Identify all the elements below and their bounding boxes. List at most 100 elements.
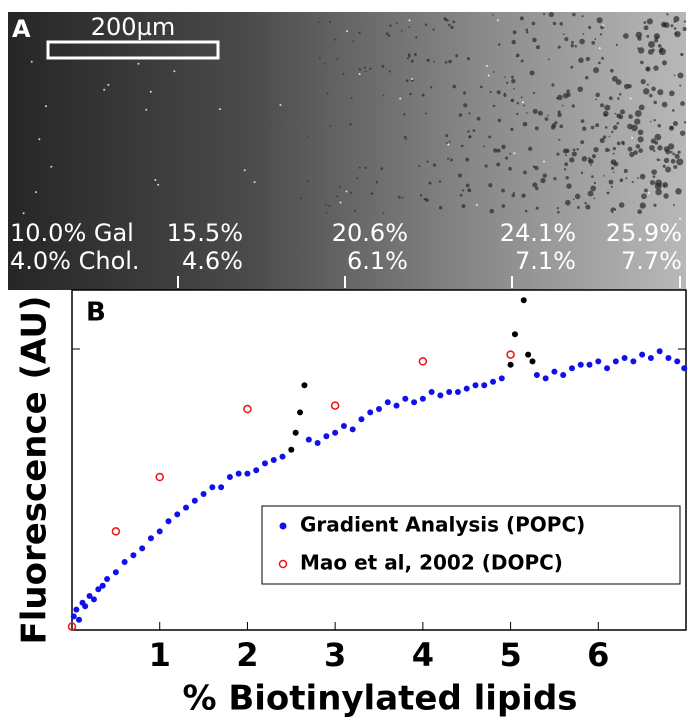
spot: [472, 129, 476, 132]
panel-label: A: [12, 15, 31, 43]
bright-spot: [521, 101, 524, 104]
gal-label: 24.1%: [500, 219, 576, 247]
spot: [621, 140, 625, 145]
spot: [511, 193, 516, 198]
x-tick-label: 1: [149, 636, 171, 674]
spot: [307, 180, 309, 183]
data-point: [155, 472, 164, 482]
data-point: [525, 351, 532, 358]
spot: [648, 40, 655, 48]
spot: [673, 20, 676, 23]
gal-label: 20.6%: [332, 219, 408, 247]
spot: [593, 181, 597, 185]
bright-spot: [103, 88, 106, 91]
spot: [571, 151, 577, 157]
spot: [627, 83, 632, 89]
spot: [428, 181, 432, 185]
spot: [532, 165, 536, 169]
spot: [657, 145, 663, 151]
spot: [425, 198, 429, 202]
spot: [426, 58, 430, 62]
spot: [531, 21, 536, 26]
spot: [587, 190, 594, 197]
spot: [604, 126, 608, 129]
spot: [640, 60, 644, 65]
spot: [637, 136, 644, 143]
data-point: [73, 606, 80, 613]
scale-bar: [46, 40, 220, 60]
spot: [615, 79, 622, 85]
bright-spot: [543, 160, 546, 163]
spot: [519, 16, 524, 21]
spot: [415, 36, 418, 39]
spot: [468, 112, 471, 115]
spot: [614, 112, 617, 115]
data-point: [560, 372, 567, 378]
spot: [426, 160, 429, 163]
spot: [618, 93, 622, 96]
spot: [659, 159, 661, 161]
spot: [489, 208, 495, 214]
spot: [509, 152, 512, 155]
spot: [683, 20, 686, 23]
spot: [576, 148, 579, 151]
spot: [405, 138, 408, 141]
panel-label: B: [86, 298, 106, 328]
bright-spot: [485, 64, 488, 67]
spot: [631, 181, 634, 184]
spot: [640, 78, 646, 85]
bright-spot: [137, 62, 140, 65]
spot: [488, 183, 493, 188]
spot: [668, 125, 675, 131]
chol-label: 4.6%: [182, 247, 243, 275]
spot: [588, 25, 592, 30]
spot: [572, 148, 576, 152]
spot: [612, 146, 616, 151]
scale-bar-label: 200µm: [91, 13, 175, 41]
spot: [421, 93, 425, 97]
spot: [661, 101, 668, 108]
spot: [653, 118, 656, 122]
plot-panel: B % Biotinylated lipids Fluorescence (AU…: [15, 289, 687, 719]
spot: [516, 112, 519, 116]
spot: [653, 149, 656, 153]
spot: [651, 86, 656, 92]
data-point: [446, 389, 453, 395]
spot: [463, 103, 468, 108]
data-point: [454, 389, 461, 395]
spot: [438, 206, 443, 210]
spot: [349, 123, 352, 126]
spot: [336, 195, 339, 198]
spot: [610, 166, 615, 170]
x-tick-label: 3: [324, 636, 346, 674]
spot: [358, 31, 361, 34]
spot: [631, 124, 638, 132]
spot: [591, 154, 597, 159]
spot: [336, 58, 339, 61]
spot: [562, 148, 568, 154]
spot: [497, 118, 502, 123]
spot: [483, 145, 485, 148]
spot: [574, 45, 578, 48]
spot: [577, 86, 584, 92]
spot: [503, 93, 507, 97]
data-point: [520, 297, 527, 304]
position-ticks: [177, 276, 681, 288]
spot: [673, 203, 675, 206]
spot: [682, 27, 687, 32]
data-point: [244, 470, 251, 477]
bright-spot: [45, 105, 48, 108]
spot: [516, 53, 520, 58]
spot: [459, 193, 463, 197]
spot: [358, 68, 361, 71]
spot: [666, 13, 669, 16]
data-point: [612, 358, 619, 365]
data-point: [297, 409, 304, 416]
bright-spot: [145, 108, 148, 111]
spot: [380, 167, 384, 170]
spot: [655, 35, 659, 39]
spot: [460, 144, 464, 148]
bright-spot: [447, 143, 450, 146]
spot: [673, 27, 677, 30]
